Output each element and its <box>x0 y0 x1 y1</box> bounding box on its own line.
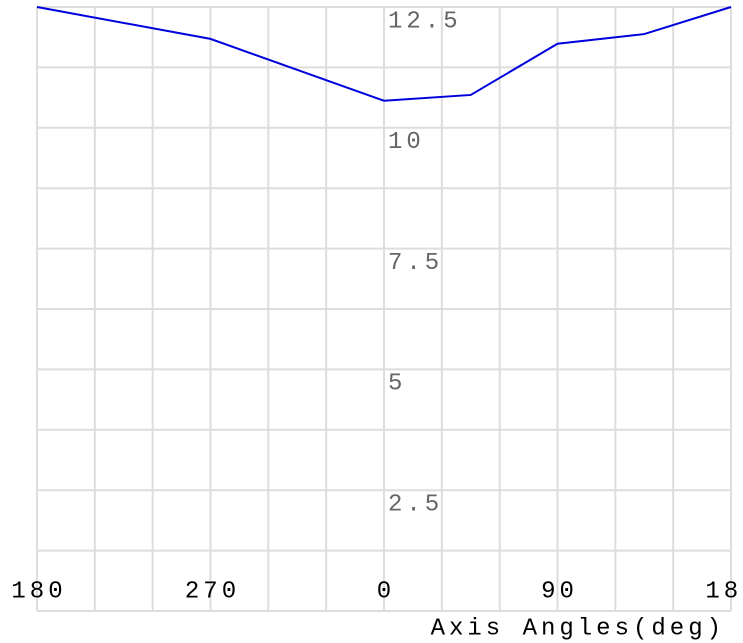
x-tick-label: 0 <box>377 578 395 605</box>
y-tick-label: 7.5 <box>388 250 443 277</box>
data-line <box>36 6 732 102</box>
y-tick-label: 12.5 <box>388 8 462 35</box>
x-tick-label: 180 <box>11 578 66 605</box>
x-axis-label: Axis Angles(deg) <box>431 615 725 642</box>
x-tick-label: 180 <box>705 578 743 605</box>
y-tick-label: 2.5 <box>388 492 443 519</box>
x-tick-label: 270 <box>185 578 240 605</box>
y-tick-label: 5 <box>388 371 406 398</box>
x-tick-label: 90 <box>541 578 578 605</box>
y-tick-label: 10 <box>388 129 425 156</box>
